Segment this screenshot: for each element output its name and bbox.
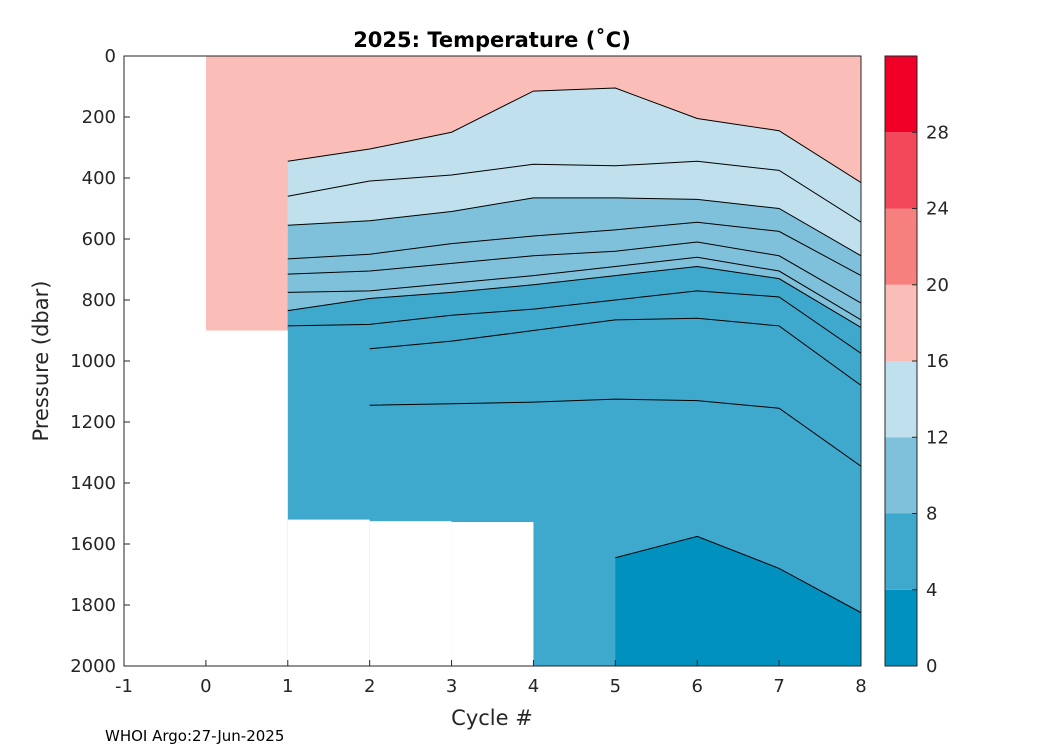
x-axis-ticks: -1 0 1 2 3 4 5 6 7 8	[115, 660, 867, 697]
colorbar: 0 4 8 12 16 20 24 28	[884, 55, 949, 677]
colorbar-tick-label: 24	[926, 199, 949, 220]
fill-band-4	[615, 536, 861, 666]
isotherm-4	[615, 535, 861, 614]
colorbar-tick-label: 20	[926, 275, 949, 296]
chart-title: 2025: Temperature (˚C)	[353, 28, 631, 52]
isotherm-11	[287, 221, 861, 277]
y-tick-label: 1400	[70, 473, 116, 494]
colorbar-segment	[885, 132, 917, 209]
colorbar-tick-label: 0	[926, 656, 937, 677]
colorbar-segment	[885, 208, 917, 285]
y-tick-label: 1000	[70, 351, 116, 372]
y-tick-label: 1200	[70, 412, 116, 433]
y-tick-label: 0	[105, 46, 116, 67]
colorbar-segment	[885, 513, 917, 590]
x-tick-label: 5	[610, 676, 621, 697]
colorbar-segment	[885, 56, 917, 133]
footer-source-date: WHOI Argo:27-Jun-2025	[105, 727, 284, 745]
isotherm-layer	[287, 87, 861, 614]
x-tick-label: 4	[528, 676, 539, 697]
no-data-mask	[369, 521, 452, 666]
x-tick-label: -1	[115, 676, 133, 697]
colorbar-tick-label: 16	[926, 351, 949, 372]
isotherm-10	[287, 241, 861, 304]
isotherm-5	[369, 398, 861, 467]
x-tick-label: 6	[691, 676, 702, 697]
y-tick-label: 1600	[70, 534, 116, 555]
no-data-mask	[451, 522, 534, 666]
x-tick-label: 1	[282, 676, 293, 697]
no-data-mask	[124, 56, 206, 666]
colorbar-tick-label: 4	[926, 580, 937, 601]
x-axis-label: Cycle #	[451, 706, 533, 730]
colorbar-tick-label: 12	[926, 427, 949, 448]
colorbar-segment	[885, 361, 917, 438]
y-tick-label: 1800	[70, 595, 116, 616]
y-tick-label: 200	[82, 107, 116, 128]
isotherm-9	[287, 256, 861, 321]
colorbar-segment	[885, 284, 917, 361]
no-data-mask	[287, 519, 370, 666]
isotherm-14	[287, 160, 861, 223]
x-tick-label: 0	[200, 676, 211, 697]
isotherm-12	[287, 197, 861, 257]
y-tick-label: 600	[82, 229, 116, 250]
colorbar-segment	[885, 437, 917, 514]
x-tick-label: 8	[855, 676, 866, 697]
isotherm-6	[369, 317, 861, 386]
isotherm-8	[287, 265, 861, 328]
y-tick-label: 800	[82, 290, 116, 311]
colorbar-segment	[885, 589, 917, 666]
isotherm-16	[287, 87, 861, 183]
x-tick-label: 2	[364, 676, 375, 697]
x-tick-label: 7	[773, 676, 784, 697]
y-tick-label: 2000	[70, 656, 116, 677]
isotherm-7	[287, 290, 861, 354]
temperature-fill-layer	[124, 56, 861, 666]
no-data-mask	[205, 330, 288, 666]
colorbar-tick-label: 28	[926, 122, 949, 143]
y-tick-label: 400	[82, 168, 116, 189]
y-axis-ticks: 0 200 400 600 800 1000 1200 1400 1600 1800 2000	[70, 46, 130, 677]
colorbar-tick-label: 8	[926, 504, 937, 525]
x-tick-label: 3	[446, 676, 457, 697]
y-axis-label: Pressure (dbar)	[29, 281, 53, 442]
